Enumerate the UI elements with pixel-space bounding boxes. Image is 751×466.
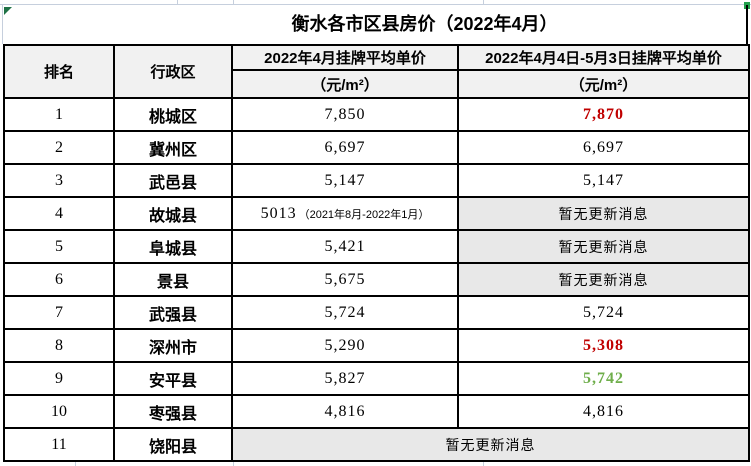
may-price-cell[interactable]: 5,724	[457, 295, 750, 330]
table-row: 10 枣强县 4,816 4,816	[3, 394, 750, 429]
may-price-cell[interactable]: 4,816	[457, 394, 750, 429]
table-row: 8 深州市 5,290 5,308	[3, 328, 750, 363]
april-price-cell[interactable]: 5,675	[231, 262, 459, 297]
may-price-cell[interactable]: 6,697	[457, 130, 750, 165]
district-cell[interactable]: 冀州区	[113, 130, 233, 165]
rank-cell[interactable]: 10	[3, 394, 115, 429]
rank-cell[interactable]: 6	[3, 262, 115, 297]
rank-cell[interactable]: 1	[3, 97, 115, 132]
header-april-price[interactable]: 2022年4月挂牌平均单价	[231, 44, 459, 71]
header-april-unit[interactable]: （元/m²）	[231, 69, 459, 99]
april-price-cell[interactable]: 5,147	[231, 163, 459, 198]
grid-line	[233, 0, 234, 4]
table-title-cell[interactable]: 衡水各市区县房价（2022年4月）	[3, 5, 748, 44]
district-cell[interactable]: 枣强县	[113, 394, 233, 429]
district-cell[interactable]: 阜城县	[113, 229, 233, 264]
table-row: 3 武邑县 5,147 5,147	[3, 163, 750, 198]
rank-cell[interactable]: 4	[3, 196, 115, 231]
may-price-cell[interactable]: 5,742	[457, 361, 750, 396]
grid-line	[0, 4, 751, 5]
table-row: 11 饶阳县 暂无更新消息	[3, 427, 750, 462]
price-table-body: 1 桃城区 7,850 7,870 2 冀州区 6,697 6,697 3 武邑县 5,147 5,1…	[3, 97, 750, 462]
april-price-cell[interactable]: 5,290	[231, 328, 459, 363]
rank-cell[interactable]: 2	[3, 130, 115, 165]
table-row: 1 桃城区 7,850 7,870	[3, 97, 750, 132]
district-cell[interactable]: 故城县	[113, 196, 233, 231]
table-row: 4 故城县 5013 （2021年8月-2022年1月） 暂无更新消息	[3, 196, 750, 231]
april-price-cell[interactable]: 5013 （2021年8月-2022年1月）	[231, 196, 459, 231]
may-price-cell[interactable]: 5,308	[457, 328, 750, 363]
april-price-cell[interactable]: 5,724	[231, 295, 459, 330]
rank-cell[interactable]: 9	[3, 361, 115, 396]
april-price-value: 5013	[260, 204, 297, 222]
no-update-merged-cell[interactable]: 暂无更新消息	[231, 427, 750, 462]
may-price-cell[interactable]: 5,147	[457, 163, 750, 198]
no-update-cell[interactable]: 暂无更新消息	[457, 196, 750, 231]
table-row: 6 景县 5,675 暂无更新消息	[3, 262, 750, 297]
table-row: 5 阜城县 5,421 暂无更新消息	[3, 229, 750, 264]
grid-line	[233, 460, 234, 466]
district-cell[interactable]: 武强县	[113, 295, 233, 330]
rank-cell[interactable]: 7	[3, 295, 115, 330]
table-header: 排名 行政区 2022年4月挂牌平均单价 2022年4月4日-5月3日挂牌平均单…	[3, 44, 750, 99]
error-triangle-marker	[4, 7, 12, 15]
district-cell[interactable]: 饶阳县	[113, 427, 233, 462]
april-price-cell[interactable]: 4,816	[231, 394, 459, 429]
april-price-period-note: （2021年8月-2022年1月）	[298, 208, 430, 221]
no-update-cell[interactable]: 暂无更新消息	[457, 262, 750, 297]
header-may-unit[interactable]: （元/m²）	[457, 69, 750, 99]
district-cell[interactable]: 武邑县	[113, 163, 233, 198]
table-row: 2 冀州区 6,697 6,697	[3, 130, 750, 165]
rank-cell[interactable]: 8	[3, 328, 115, 363]
header-rank[interactable]: 排名	[3, 44, 115, 99]
grid-line	[2, 5, 3, 44]
april-price-cell[interactable]: 7,850	[231, 97, 459, 132]
grid-line	[75, 460, 76, 466]
header-district[interactable]: 行政区	[113, 44, 233, 99]
district-cell[interactable]: 深州市	[113, 328, 233, 363]
rank-cell[interactable]: 11	[3, 427, 115, 462]
grid-line	[177, 0, 178, 4]
april-price-cell[interactable]: 5,421	[231, 229, 459, 264]
district-cell[interactable]: 桃城区	[113, 97, 233, 132]
rank-cell[interactable]: 5	[3, 229, 115, 264]
table-row: 9 安平县 5,827 5,742	[3, 361, 750, 396]
table-row: 7 武强县 5,724 5,724	[3, 295, 750, 330]
may-price-cell[interactable]: 7,870	[457, 97, 750, 132]
district-cell[interactable]: 景县	[113, 262, 233, 297]
grid-line	[483, 460, 484, 466]
price-table: 排名 行政区 2022年4月挂牌平均单价 2022年4月4日-5月3日挂牌平均单…	[3, 44, 750, 462]
april-price-cell[interactable]: 5,827	[231, 361, 459, 396]
spreadsheet-area: 衡水各市区县房价（2022年4月） 排名 行政区 2022年4月挂牌平均单价 2…	[3, 5, 750, 462]
header-may-price[interactable]: 2022年4月4日-5月3日挂牌平均单价	[457, 44, 750, 71]
no-update-cell[interactable]: 暂无更新消息	[457, 229, 750, 264]
april-price-cell[interactable]: 6,697	[231, 130, 459, 165]
grid-line	[483, 0, 484, 4]
rank-cell[interactable]: 3	[3, 163, 115, 198]
district-cell[interactable]: 安平县	[113, 361, 233, 396]
